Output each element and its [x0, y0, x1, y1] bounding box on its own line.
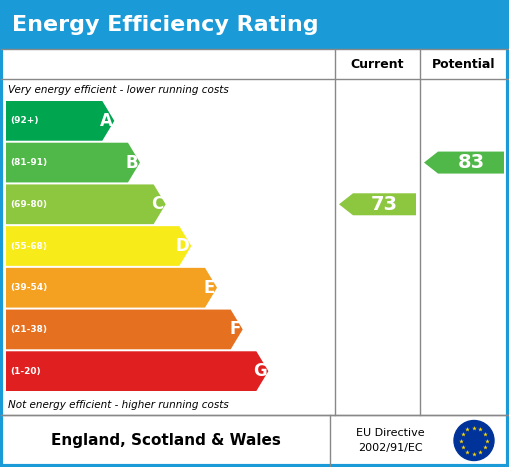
Text: Energy Efficiency Rating: Energy Efficiency Rating: [12, 15, 319, 35]
Polygon shape: [424, 152, 504, 174]
Text: (1-20): (1-20): [10, 367, 41, 375]
Text: England, Scotland & Wales: England, Scotland & Wales: [50, 433, 280, 448]
Text: B: B: [125, 154, 138, 171]
Text: EU Directive
2002/91/EC: EU Directive 2002/91/EC: [356, 429, 425, 453]
Polygon shape: [6, 351, 268, 391]
Text: (21-38): (21-38): [10, 325, 47, 334]
Polygon shape: [6, 143, 140, 183]
Circle shape: [454, 420, 494, 460]
Polygon shape: [6, 268, 217, 308]
Polygon shape: [6, 101, 115, 141]
Text: 73: 73: [371, 195, 398, 214]
Text: D: D: [176, 237, 189, 255]
Text: C: C: [151, 195, 164, 213]
Text: (92+): (92+): [10, 116, 39, 125]
Text: 83: 83: [458, 153, 485, 172]
Polygon shape: [6, 310, 243, 349]
Text: (55-68): (55-68): [10, 241, 47, 250]
Text: Very energy efficient - lower running costs: Very energy efficient - lower running co…: [8, 85, 229, 95]
Text: F: F: [230, 320, 241, 339]
Text: E: E: [204, 279, 215, 297]
Text: (81-91): (81-91): [10, 158, 47, 167]
Text: Current: Current: [351, 57, 404, 71]
Text: A: A: [99, 112, 112, 130]
Polygon shape: [339, 193, 416, 215]
Text: (39-54): (39-54): [10, 283, 47, 292]
Polygon shape: [6, 184, 165, 224]
Bar: [1, 1, 508, 49]
Text: Potential: Potential: [432, 57, 496, 71]
Text: (69-80): (69-80): [10, 200, 47, 209]
Polygon shape: [6, 226, 191, 266]
Text: Not energy efficient - higher running costs: Not energy efficient - higher running co…: [8, 400, 229, 410]
Text: G: G: [252, 362, 266, 380]
